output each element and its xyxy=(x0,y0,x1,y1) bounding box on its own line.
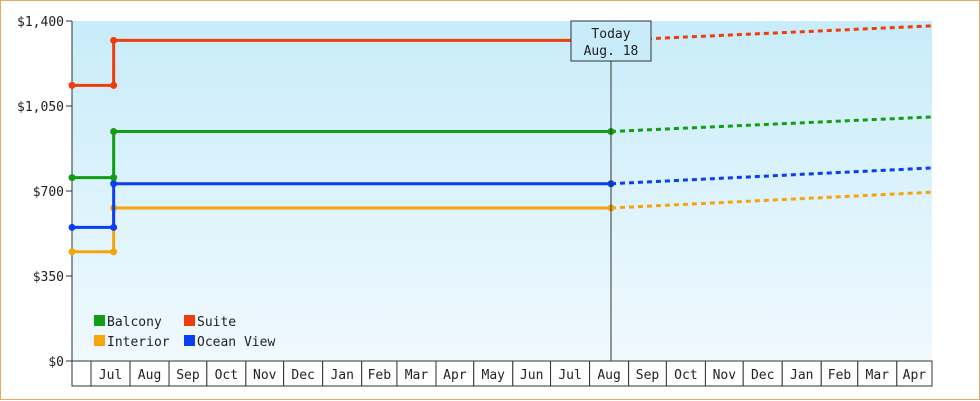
month-cell xyxy=(589,360,630,387)
month-label: Jul xyxy=(558,368,581,383)
month-cell xyxy=(896,360,933,387)
month-cell xyxy=(283,360,324,387)
today-date-label: Aug. 18 xyxy=(584,44,639,59)
month-cell xyxy=(820,360,859,387)
month-cell xyxy=(396,360,437,387)
month-label: Nov xyxy=(253,368,277,383)
legend-label: Ocean View xyxy=(197,335,275,350)
series-point xyxy=(110,180,118,188)
today-label: Today xyxy=(591,27,630,42)
month-label: Mar xyxy=(866,368,890,383)
legend-item: Interior xyxy=(94,335,170,350)
month-label: Dec xyxy=(751,368,774,383)
month-label: Dec xyxy=(291,368,314,383)
legend-item: Ocean View xyxy=(184,335,275,350)
y-tick-label: $0 xyxy=(48,355,64,370)
series-line-historical xyxy=(72,182,611,229)
month-cell xyxy=(206,360,247,387)
series-point xyxy=(110,174,118,182)
month-cell xyxy=(473,360,514,387)
month-cell xyxy=(550,360,591,387)
series-line-historical xyxy=(72,130,611,180)
month-cell xyxy=(665,360,706,387)
series-point xyxy=(110,36,118,44)
today-box xyxy=(570,20,652,62)
month-cell xyxy=(168,360,208,387)
legend-swatch xyxy=(94,315,105,326)
legend-item: Balcony xyxy=(94,315,162,330)
series-point xyxy=(68,174,76,182)
series-point xyxy=(110,81,118,89)
month-cell xyxy=(857,360,898,387)
series-line-historical xyxy=(72,38,611,87)
series-point xyxy=(68,248,76,256)
y-tick-label: $1,050 xyxy=(17,100,64,115)
month-label: Oct xyxy=(674,368,697,383)
month-label: Jul xyxy=(99,368,122,383)
series-point xyxy=(110,128,118,135)
series-point xyxy=(110,223,118,231)
month-label: Jan xyxy=(790,368,813,383)
legend-swatch xyxy=(94,335,105,346)
legend-label: Suite xyxy=(197,315,236,330)
month-label: Apr xyxy=(443,368,467,383)
month-label: May xyxy=(482,368,506,383)
month-cell xyxy=(704,360,744,387)
month-label: Oct xyxy=(215,368,238,383)
month-cell xyxy=(245,360,285,387)
month-cell xyxy=(129,360,170,387)
y-tick-label: $350 xyxy=(33,270,64,285)
legend-label: Balcony xyxy=(107,315,162,330)
series-point xyxy=(68,81,76,89)
month-label: Mar xyxy=(405,368,429,383)
y-tick-label: $700 xyxy=(33,185,64,200)
legend-swatch xyxy=(184,315,195,326)
month-label: Jun xyxy=(520,368,543,383)
month-cell xyxy=(781,360,822,387)
month-label: Aug xyxy=(138,368,161,383)
month-label: Sep xyxy=(636,368,660,383)
month-label: Jan xyxy=(330,368,353,383)
month-label: Feb xyxy=(368,368,392,383)
month-label: Nov xyxy=(713,368,737,383)
legend-swatch xyxy=(184,335,195,346)
legend-item: Suite xyxy=(184,315,236,330)
series-suite xyxy=(68,24,933,89)
plot-background xyxy=(72,21,932,361)
month-cell-blank xyxy=(71,360,92,387)
series-point xyxy=(68,223,76,231)
month-label: Apr xyxy=(903,368,927,383)
month-cell xyxy=(90,360,131,387)
legend-label: Interior xyxy=(107,335,170,350)
series-point xyxy=(110,248,118,256)
month-label: Feb xyxy=(828,368,852,383)
month-label: Sep xyxy=(176,368,200,383)
y-tick-label: $1,400 xyxy=(17,15,64,30)
month-label: Aug xyxy=(597,368,620,383)
